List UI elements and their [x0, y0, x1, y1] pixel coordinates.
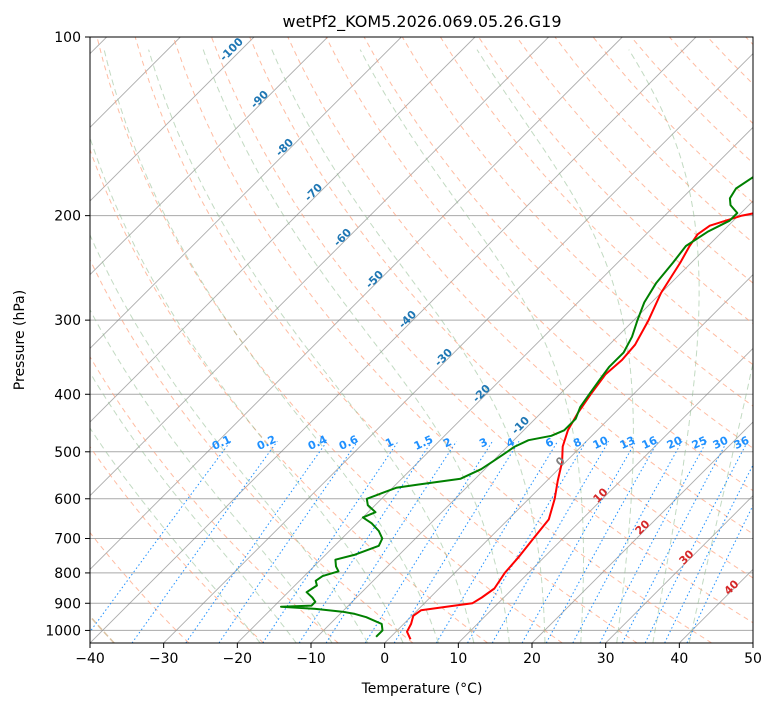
moist-adiabat--20	[90, 427, 261, 643]
mixing-ratio-line-42	[664, 463, 753, 643]
mixing-ratio-line-16	[545, 441, 659, 643]
dry-adiabat-130	[516, 37, 753, 284]
dry-adiabat--10	[90, 355, 339, 643]
isotherm--100	[90, 37, 255, 202]
mixing-ratio-line-0.4	[185, 441, 328, 643]
x-tick-label: 10	[449, 651, 467, 667]
y-tick-label: 1000	[45, 623, 81, 639]
moist-adiabat-0	[90, 136, 404, 643]
mixing-ratio-label: 13	[618, 434, 637, 452]
moist-adiabat-35	[628, 49, 700, 643]
dry-adiabat--30	[90, 531, 190, 643]
x-tick-label: 0	[380, 651, 389, 667]
moist-adiabat--5	[90, 233, 369, 643]
isotherm-30	[605, 495, 753, 643]
mixing-ratio-line-0.2	[131, 441, 278, 643]
x-tick-label: 20	[523, 651, 541, 667]
dry-adiabat--20	[90, 445, 264, 643]
mixing-ratio-label: 36	[732, 434, 752, 452]
background-lines	[90, 37, 753, 643]
chart-title: wetPf2_KOM5.2026.069.05.26.G19	[282, 12, 561, 32]
mixing-ratio-line-4	[393, 441, 520, 643]
moist-adiabat-10	[148, 49, 475, 643]
mixing-ratio-line-13	[521, 441, 637, 643]
moist-adiabat-5	[103, 49, 439, 643]
isotherm--60	[90, 37, 549, 497]
dry-adiabat-40	[172, 37, 712, 643]
mixing-ratio-label: 30	[711, 434, 731, 452]
isotherm-20	[531, 421, 753, 643]
x-tick-label: −10	[296, 651, 326, 667]
mixing-ratio-label: 10	[591, 434, 611, 452]
x-tick-label: 50	[744, 651, 762, 667]
mixing-ratio-line-0.6	[218, 441, 359, 643]
isotherm--80	[90, 37, 402, 349]
mixing-ratio-line-20	[572, 441, 683, 643]
plot-frame	[89, 36, 754, 644]
moist-adiabat--10	[90, 308, 333, 643]
y-axis: 100 200 300 400 500 600 700 800 900 1000	[45, 30, 90, 639]
moist-adiabat--15	[90, 371, 297, 643]
moist-adiabat-30	[476, 49, 634, 643]
mixing-ratio-line-2	[325, 441, 457, 643]
x-axis: −40 −30 −20 −10 0 10 20 30 40 50	[75, 643, 762, 667]
mixing-ratio-line-10	[491, 441, 610, 643]
isotherm-10	[458, 347, 753, 643]
isotherm--40	[90, 37, 697, 643]
mixing-ratio-line-3	[364, 441, 493, 643]
mixing-ratio-label: 20	[665, 434, 685, 452]
y-tick-label: 900	[54, 596, 81, 612]
mixing-ratio-label: 25	[690, 434, 709, 452]
y-tick-label: 100	[54, 30, 81, 46]
dry-adiabat-60	[249, 37, 753, 579]
y-tick-label: 200	[54, 209, 81, 225]
y-tick-label: 800	[54, 566, 81, 582]
y-tick-label: 300	[54, 313, 81, 329]
temperature-profile-line	[406, 212, 753, 640]
x-tick-label: −20	[223, 651, 253, 667]
moist-adiabat-25	[359, 49, 584, 643]
dry-adiabat-30	[134, 37, 638, 643]
isotherm--20	[237, 126, 753, 643]
isotherm--50	[90, 37, 623, 570]
moist-adiabat-40	[688, 360, 753, 643]
dewpoint-profile-line	[280, 175, 753, 638]
y-tick-label: 400	[54, 387, 81, 403]
mixing-ratio-line-8	[467, 441, 587, 643]
mixing-ratio-label: 16	[640, 434, 660, 452]
y-axis-label: Pressure (hPa)	[12, 290, 28, 390]
mixing-ratio-line-0.1	[90, 440, 231, 633]
y-tick-label: 700	[54, 532, 81, 548]
dry-adiabat-10	[90, 148, 488, 643]
x-tick-label: 30	[597, 651, 615, 667]
isotherm--30	[163, 53, 753, 643]
isotherm-0	[384, 274, 753, 643]
mixing-ratio-line-1	[262, 441, 399, 643]
dry-adiabat-50	[211, 37, 753, 624]
isotherm--90	[90, 37, 328, 276]
y-tick-label: 600	[54, 492, 81, 508]
dry-adiabat-100	[401, 37, 753, 407]
x-tick-label: −30	[149, 651, 179, 667]
isotherm--70	[90, 37, 476, 423]
dry-adiabat-20	[96, 37, 563, 643]
mixing-ratio-line-6	[435, 441, 559, 643]
x-tick-label: 40	[670, 651, 688, 667]
moist-adiabat-20	[271, 49, 546, 643]
dry-adiabat-110	[439, 37, 753, 366]
x-axis-label: Temperature (°C)	[361, 681, 483, 697]
dry-adiabat-70	[287, 37, 753, 535]
series-group	[280, 175, 753, 640]
moist-adiabat-15	[202, 49, 510, 643]
y-tick-label: 500	[54, 445, 81, 461]
x-tick-label: −40	[75, 651, 105, 667]
dry-adiabat-0	[90, 258, 414, 643]
